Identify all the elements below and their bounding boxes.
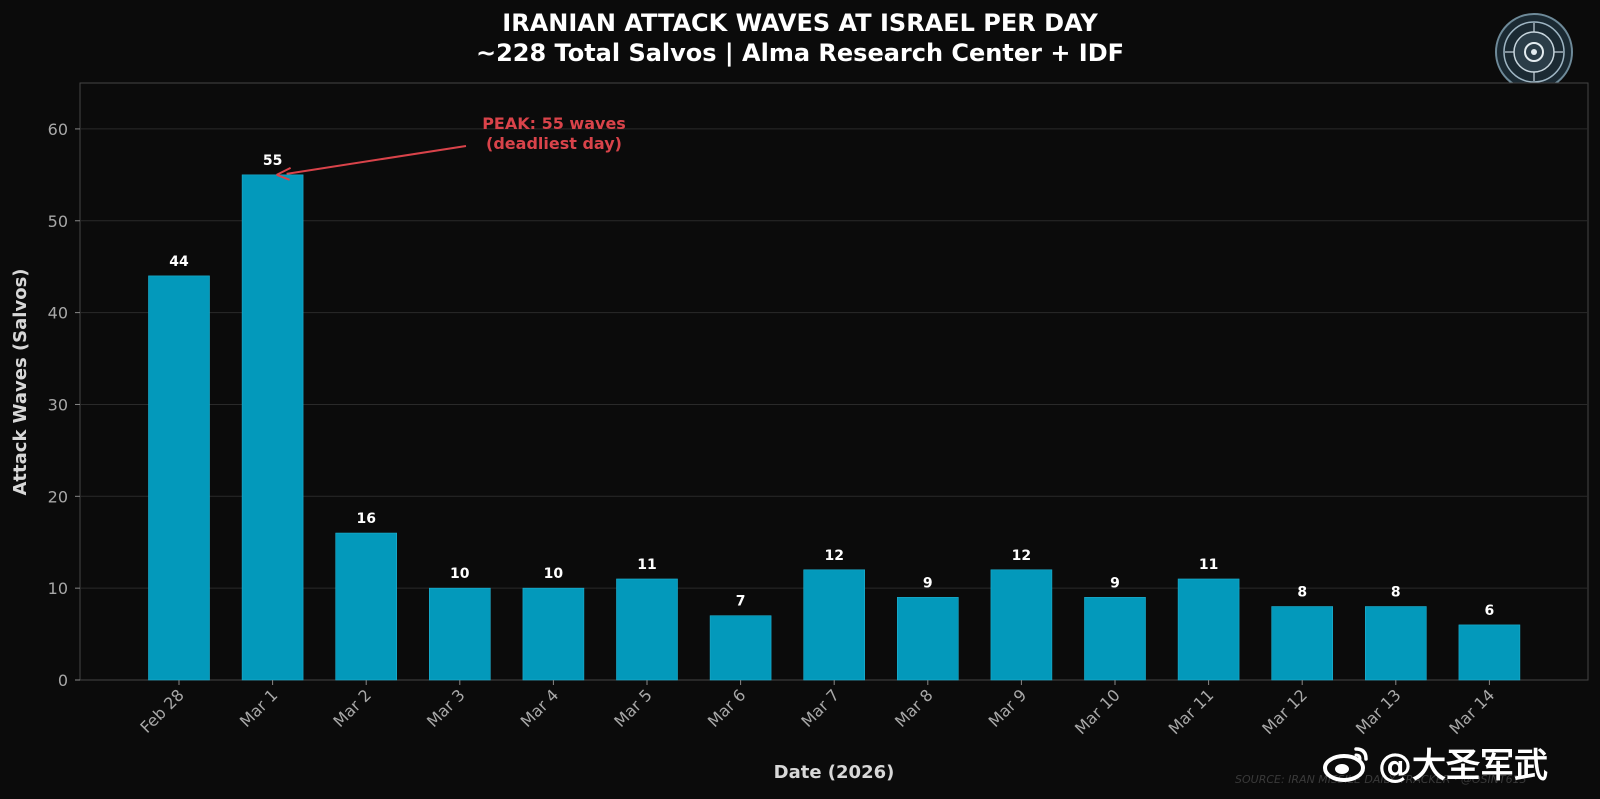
- bar: [241, 174, 304, 681]
- x-tick-label: Mar 5: [610, 685, 656, 731]
- bar-value-label: 12: [1012, 548, 1031, 564]
- x-tick-label: Feb 28: [136, 685, 187, 736]
- gridlines: [80, 128, 1588, 589]
- bar: [803, 569, 866, 681]
- bar: [1365, 606, 1427, 681]
- bar-value-label: 9: [923, 575, 933, 591]
- bar-value-label: 6: [1485, 603, 1495, 619]
- x-tick-label: Mar 10: [1071, 685, 1124, 738]
- bar-value-label: 10: [544, 566, 564, 582]
- bar-value-label: 8: [1297, 585, 1307, 601]
- bar-value-label: 9: [1110, 575, 1120, 591]
- x-tick-label: Mar 14: [1445, 685, 1498, 738]
- bar: [1177, 578, 1240, 681]
- y-tick-label: 50: [48, 212, 68, 231]
- bar: [522, 587, 585, 681]
- y-axis-label: Attack Waves (Salvos): [10, 268, 31, 495]
- title-line-2: ~228 Total Salvos | Alma Research Center…: [475, 39, 1125, 67]
- x-tick-label: Mar 7: [797, 685, 843, 731]
- y-tick-label: 40: [48, 304, 68, 323]
- bar-value-label: 11: [637, 557, 656, 573]
- x-tick-label: Mar 6: [704, 685, 750, 731]
- source-note: SOURCE: IRAN MISSILE DAILY TRACKER · @OS…: [1235, 773, 1527, 786]
- x-tick-label: Mar 3: [423, 685, 469, 731]
- bar-value-label: 12: [824, 548, 843, 564]
- y-tick-label: 20: [48, 487, 68, 506]
- x-tick-label: Mar 2: [329, 685, 375, 731]
- emblem-logo: [1495, 13, 1573, 91]
- bar-value-label: 11: [1199, 557, 1218, 573]
- peak-annotation: PEAK: 55 waves(deadliest day): [276, 114, 626, 181]
- x-tick-label: Mar 4: [517, 685, 563, 731]
- watermark: @大圣军武: [1322, 738, 1548, 787]
- watermark-text: @大圣军武: [1378, 746, 1548, 786]
- bar-value-label: 10: [450, 566, 470, 582]
- weibo-icon: [1323, 746, 1368, 782]
- x-tick-label: Mar 1: [236, 685, 282, 731]
- x-axis-label: Date (2026): [774, 762, 895, 783]
- annotation-text-line-2: (deadliest day): [486, 134, 622, 153]
- y-tick-label: 60: [48, 120, 68, 139]
- title-line-1: IRANIAN ATTACK WAVES AT ISRAEL PER DAY: [502, 9, 1098, 37]
- bar-value-label: 16: [356, 511, 375, 527]
- bar: [990, 569, 1053, 681]
- bar-value-label: 8: [1391, 585, 1401, 601]
- bar-value-label: 44: [169, 254, 189, 270]
- bar: [1271, 606, 1333, 681]
- y-tick-label: 30: [48, 395, 68, 414]
- bar-value-label: 7: [736, 594, 746, 610]
- y-tick-label: 0: [58, 671, 68, 690]
- x-tick-label: Mar 12: [1258, 685, 1311, 738]
- bar: [428, 587, 491, 681]
- x-tick-label: Mar 11: [1165, 685, 1218, 738]
- bar: [1458, 624, 1521, 681]
- x-tick-label: Mar 8: [891, 685, 937, 731]
- x-tick-label: Mar 9: [985, 685, 1031, 731]
- x-tick-label: Mar 13: [1352, 685, 1405, 738]
- bar: [616, 578, 678, 681]
- bar-value-label: 55: [263, 153, 282, 169]
- bar: [1084, 597, 1146, 681]
- annotation-arrow: [286, 145, 467, 175]
- bar: [896, 597, 959, 681]
- bar: [148, 275, 210, 681]
- y-tick-label: 10: [48, 579, 68, 598]
- chart-title: IRANIAN ATTACK WAVES AT ISRAEL PER DAY ~…: [0, 8, 1600, 68]
- bars: 44 55 16 10 10 11 7 12 9 12 9 11 8 8 6: [148, 153, 1521, 681]
- bar: [709, 615, 772, 681]
- annotation-arrowhead: [276, 166, 292, 181]
- annotation-text-line-1: PEAK: 55 waves: [482, 114, 626, 133]
- bar: [335, 532, 398, 681]
